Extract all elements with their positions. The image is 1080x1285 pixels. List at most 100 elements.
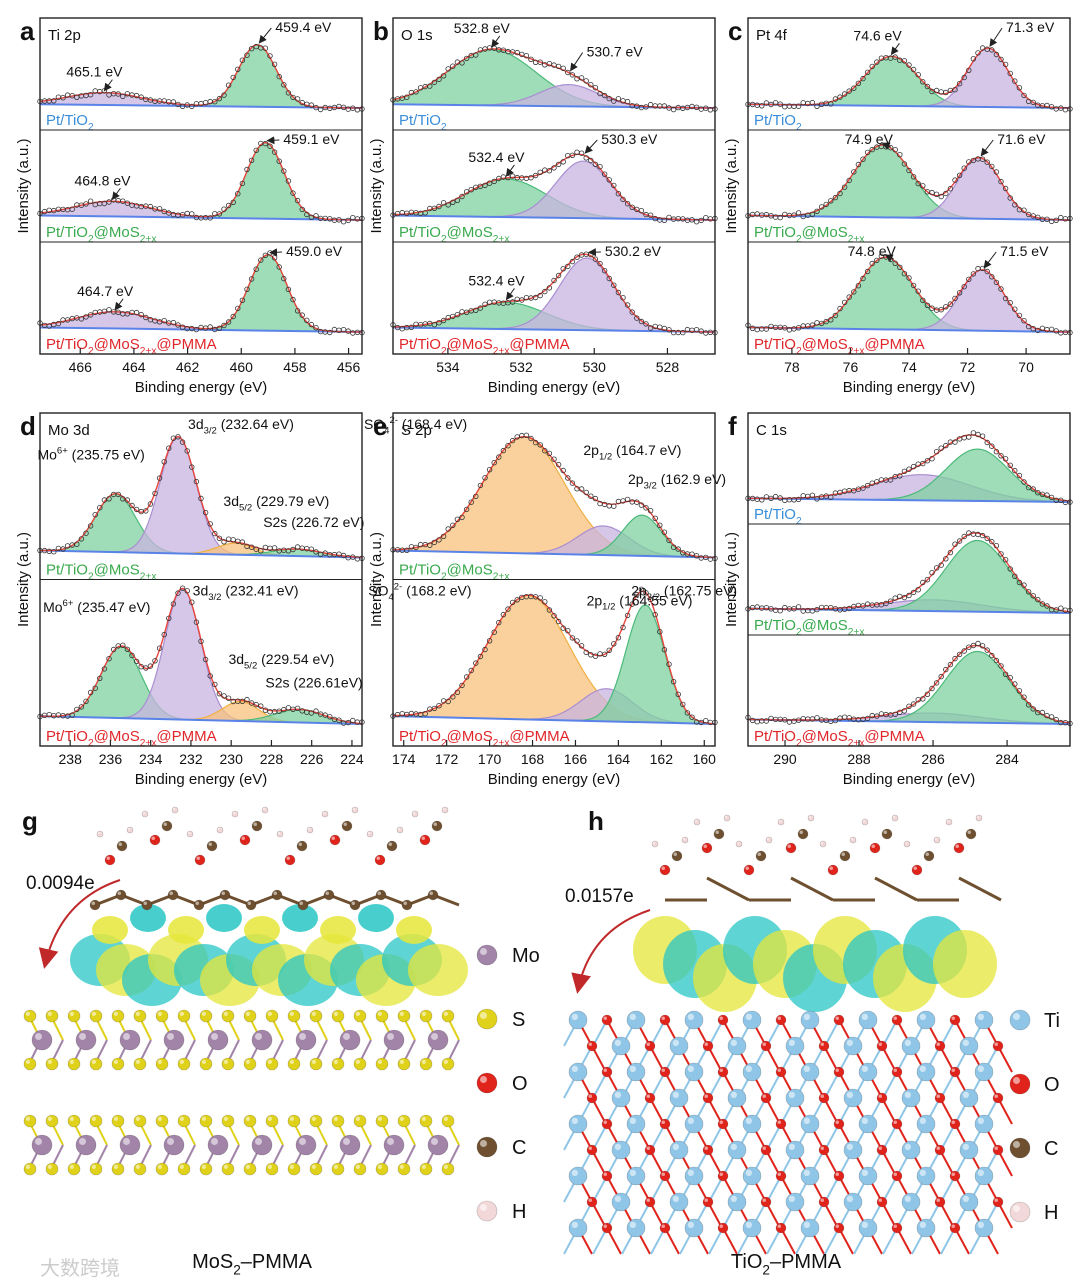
raw-data-point [276, 708, 282, 714]
atom [386, 840, 398, 852]
raw-data-point [189, 103, 195, 110]
raw-data-point [450, 522, 456, 528]
raw-data-point [248, 700, 255, 706]
atom [818, 1092, 830, 1104]
component-peak-fill [40, 142, 362, 220]
label-part: TiO [731, 1251, 762, 1273]
atom-highlight [377, 1164, 382, 1169]
label-part: Pt/TiO [754, 224, 796, 241]
raw-data-point [486, 467, 493, 473]
raw-data-point [1030, 706, 1036, 712]
atom [651, 840, 659, 848]
atom [601, 1014, 613, 1026]
atom-highlight [951, 1068, 955, 1072]
label-part: (229.54 eV) [257, 651, 334, 667]
x-axis-label: Binding energy (eV) [488, 771, 621, 788]
peak-pointer [103, 79, 113, 92]
raw-data-point [239, 180, 246, 187]
raw-data-point [933, 680, 940, 686]
atom-highlight [777, 1224, 781, 1228]
raw-data-point [818, 204, 825, 210]
component-peak-fill [393, 515, 715, 558]
component-peak-fill [748, 48, 1070, 108]
raw-data-point [350, 105, 356, 111]
peak-pointer [881, 142, 891, 150]
raw-data-point [869, 63, 875, 70]
atom [974, 1010, 994, 1030]
atom-highlight [289, 1164, 294, 1169]
raw-data-point [271, 149, 278, 155]
atom [306, 826, 314, 834]
atom [366, 830, 374, 838]
raw-data-point [161, 459, 167, 465]
atom-highlight [799, 830, 803, 834]
raw-data-point [578, 486, 585, 492]
raw-data-point [634, 591, 640, 598]
peak-label: 3d3/2 (232.41 eV) [193, 583, 299, 603]
raw-data-point [1048, 104, 1055, 110]
raw-data-point [528, 56, 534, 62]
atom-highlight [311, 1164, 316, 1169]
sample-label: Pt/TiO2@MoS2+x@PMMA [46, 728, 217, 749]
atom [684, 1166, 704, 1186]
atom-highlight [69, 1011, 74, 1017]
raw-data-point [703, 718, 709, 724]
raw-data-point [565, 628, 571, 634]
atom [974, 1218, 994, 1238]
component-peak-fill [40, 646, 362, 724]
atom [916, 1218, 936, 1238]
raw-data-point [943, 89, 949, 96]
raw-data-point [198, 638, 204, 644]
atom [800, 1114, 820, 1134]
raw-data-point [1007, 566, 1013, 572]
raw-data-point [611, 282, 617, 288]
label-part: 2+x [140, 738, 157, 749]
atom [295, 1134, 317, 1156]
atom [155, 1162, 169, 1176]
raw-data-point [1025, 589, 1032, 595]
x-tick-label: 236 [99, 751, 123, 767]
x-tick-label: 230 [220, 751, 244, 767]
atom [126, 826, 134, 834]
raw-data-point [555, 618, 562, 625]
atom-highlight [934, 837, 937, 840]
raw-data-point [253, 701, 259, 708]
raw-data-point [998, 663, 1004, 669]
label-part: 5/2 [244, 660, 257, 671]
atom-highlight [892, 815, 895, 818]
atom-highlight [443, 1116, 448, 1121]
raw-data-point [221, 206, 227, 212]
atom-highlight [846, 1039, 853, 1046]
atom-highlight [936, 1094, 940, 1098]
panel-title: Mo 3d [48, 422, 90, 439]
label-part: @MoS [802, 336, 848, 353]
raw-data-point [597, 90, 603, 97]
peak-label: 74.6 eV [853, 27, 902, 43]
raw-data-point [795, 496, 802, 503]
atom [221, 1009, 235, 1023]
panel-letter: g [22, 806, 38, 836]
atom [155, 1057, 169, 1071]
raw-data-point [588, 157, 594, 164]
raw-data-point [546, 285, 553, 291]
atom [177, 1162, 191, 1176]
y-axis-label: Intensity (a.u.) [368, 138, 385, 233]
atom [891, 1066, 903, 1078]
raw-data-point [947, 661, 954, 668]
atom-highlight [730, 1039, 737, 1046]
atom-highlight [262, 807, 266, 810]
raw-data-point [285, 90, 292, 96]
atom [476, 1200, 498, 1222]
atom-highlight [179, 1011, 184, 1017]
label-part: Pt/TiO [46, 562, 88, 579]
raw-data-point [629, 204, 635, 210]
label-part: 2 [796, 234, 802, 245]
label-part: @PMMA [156, 336, 216, 353]
atom [375, 1114, 389, 1128]
atom [916, 1166, 936, 1186]
raw-data-point [920, 696, 926, 702]
raw-data-point [615, 635, 622, 641]
raw-data-point [74, 541, 80, 547]
raw-data-point [500, 611, 507, 618]
